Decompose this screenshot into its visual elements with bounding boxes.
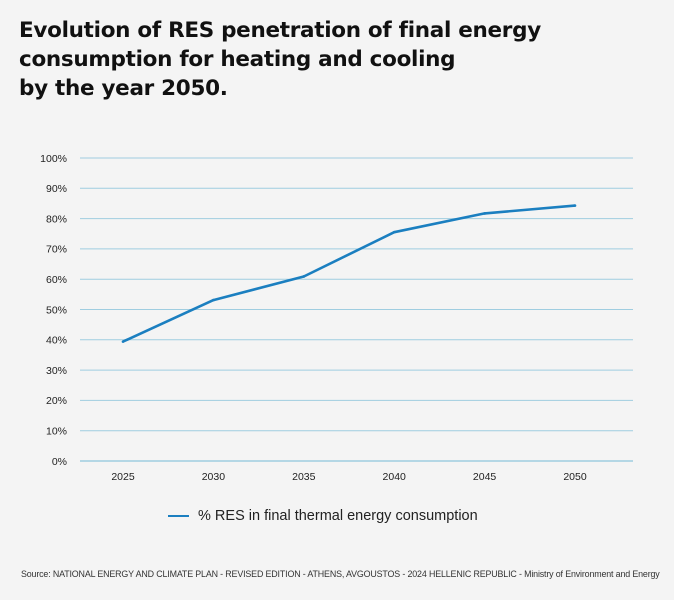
data-point-2035 (302, 275, 306, 278)
legend-swatch (168, 515, 189, 517)
legend: % RES in final thermal energy consumptio… (168, 508, 478, 524)
x-tick-label: 2040 (383, 471, 407, 483)
y-tick-label: 60% (46, 274, 67, 286)
y-axis-labels: 0% 10% 20% 30% 40% 50% 60% 70% 80% 90% 100% (40, 153, 67, 468)
y-tick-label: 100% (40, 153, 67, 165)
data-point-2050 (573, 204, 577, 207)
y-tick-label: 10% (46, 426, 67, 438)
y-tick-label: 20% (46, 395, 67, 407)
y-tick-label: 0% (52, 456, 67, 468)
x-tick-label: 2030 (202, 471, 226, 483)
y-tick-label: 90% (46, 183, 67, 195)
chart-title-line-3: by the year 2050. (19, 76, 228, 101)
chart-title-line-2: consumption for heating and cooling (19, 47, 456, 72)
data-point-2045 (483, 212, 486, 215)
x-axis-labels: 2025 2030 2035 2040 2045 2050 (111, 471, 587, 483)
y-tick-label: 70% (46, 244, 67, 256)
chart-title: Evolution of RES penetration of final en… (19, 16, 541, 103)
y-tick-label: 40% (46, 335, 67, 347)
y-tick-label: 80% (46, 213, 67, 225)
gridlines (80, 157, 633, 462)
source-note: Source: NATIONAL ENERGY AND CLIMATE PLAN… (21, 569, 660, 579)
x-tick-label: 2035 (292, 471, 316, 483)
series-line (122, 204, 576, 343)
data-point-2040 (392, 230, 396, 234)
chart-title-line-1: Evolution of RES penetration of final en… (19, 18, 541, 43)
x-tick-label: 2050 (563, 471, 587, 483)
x-tick-label: 2045 (473, 471, 497, 483)
data-point-2030 (212, 298, 215, 302)
x-tick-label: 2025 (111, 471, 135, 483)
y-tick-label: 30% (46, 365, 67, 377)
y-tick-label: 50% (46, 304, 67, 316)
data-point-2025 (121, 340, 125, 343)
series-layer (121, 204, 577, 343)
legend-label: % RES in final thermal energy consumptio… (198, 508, 478, 524)
